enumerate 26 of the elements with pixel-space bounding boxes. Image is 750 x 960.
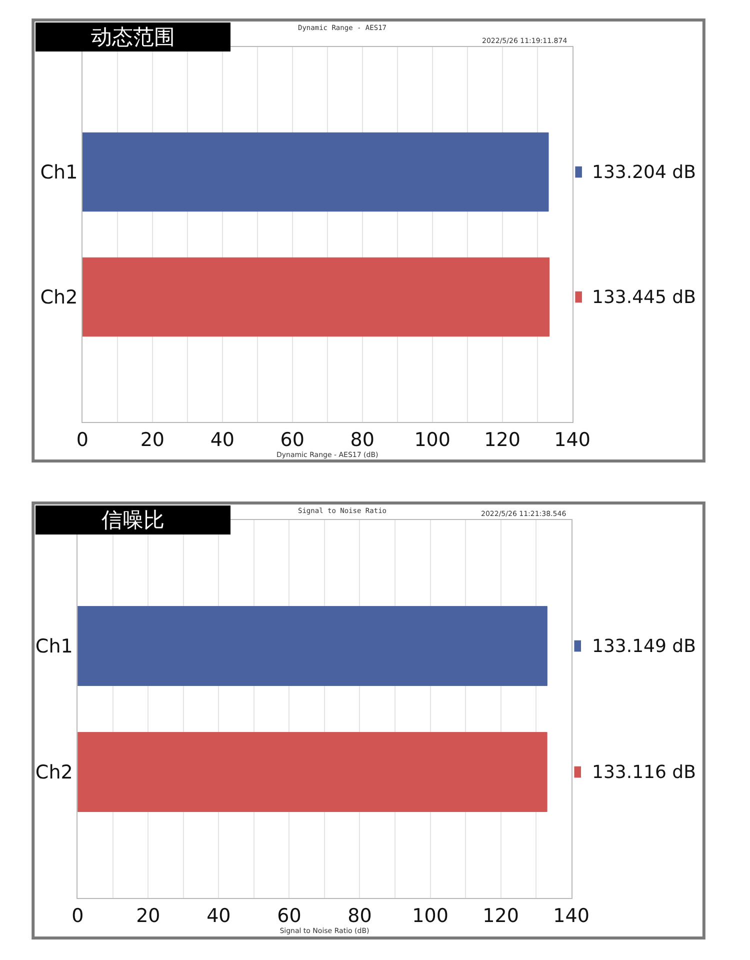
x-tick-label: 100 xyxy=(412,904,448,927)
data-label: 133.116 dB xyxy=(592,762,696,783)
y-tick-label: Ch1 xyxy=(40,162,78,184)
x-tick-label: 100 xyxy=(414,428,450,451)
chart-title: 信噪比 xyxy=(102,508,164,532)
data-label: 133.149 dB xyxy=(592,636,696,657)
x-tick-label: 0 xyxy=(72,904,84,927)
x-tick-label: 80 xyxy=(348,904,372,927)
y-tick-label: Ch2 xyxy=(40,286,78,309)
x-tick-label: 0 xyxy=(76,428,89,451)
x-tick-label: 60 xyxy=(277,904,302,927)
data-label: 133.204 dB xyxy=(592,162,696,183)
x-tick-label: 20 xyxy=(140,428,165,451)
x-tick-label: 140 xyxy=(553,904,590,927)
y-tick-label: Ch2 xyxy=(35,762,73,784)
chart-title: 动态范围 xyxy=(91,25,175,49)
y-tick-label: Ch1 xyxy=(35,636,73,658)
x-tick-label: 40 xyxy=(210,428,235,451)
x-tick-label: 120 xyxy=(484,428,520,451)
x-tick-label: 60 xyxy=(280,428,304,451)
x-tick-label: 120 xyxy=(482,904,519,927)
x-tick-label: 20 xyxy=(136,904,160,927)
x-tick-label: 80 xyxy=(350,428,374,451)
data-label: 133.445 dB xyxy=(592,287,696,308)
x-tick-label: 40 xyxy=(206,904,231,927)
x-tick-label: 140 xyxy=(554,428,590,451)
